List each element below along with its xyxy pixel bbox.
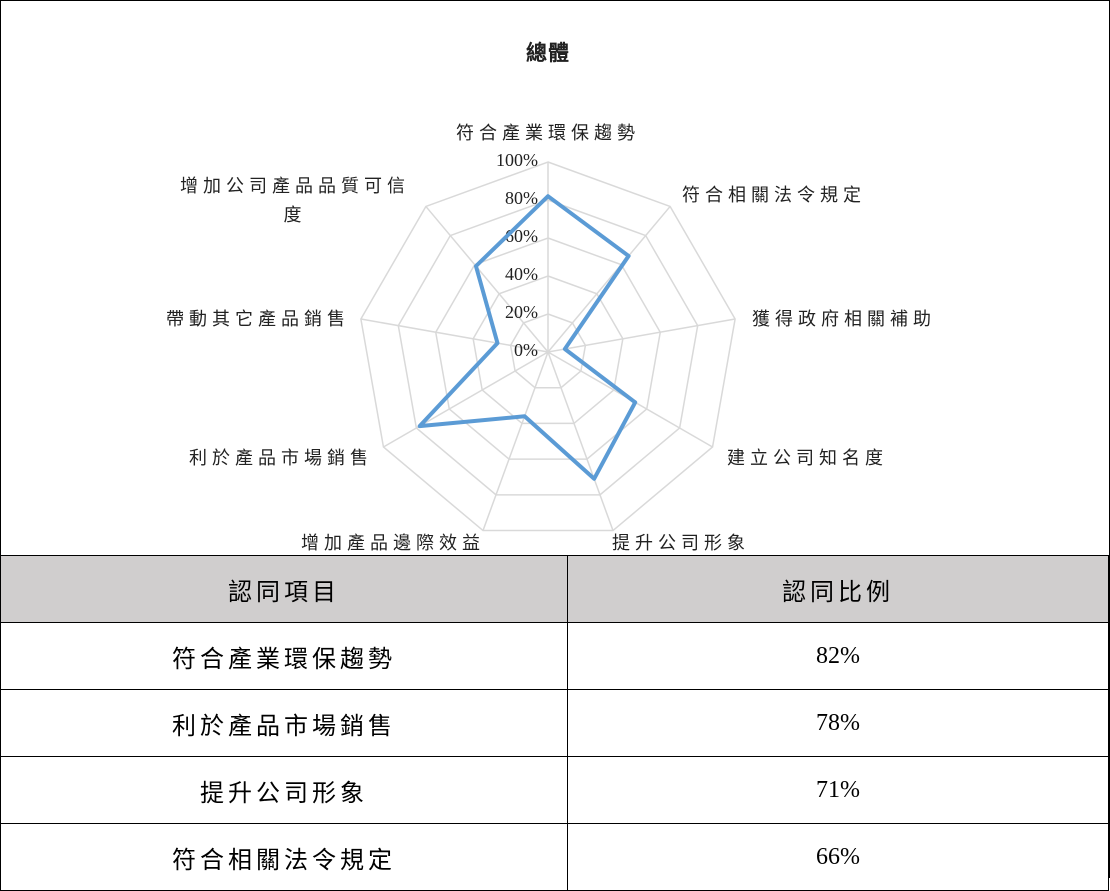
category-label: 增加公司產品品質可信度 — [180, 176, 410, 225]
r-tick-label: 40% — [505, 264, 538, 284]
spoke — [547, 205, 671, 353]
cell: 符合相關法令規定 — [0, 823, 568, 891]
cell: 71% — [567, 756, 1109, 824]
spoke — [360, 318, 549, 353]
table-row: 符合產業環保趨勢 82% — [0, 622, 1109, 690]
grid-ring — [434, 237, 662, 460]
category-label: 獲得政府相關補助 — [752, 309, 936, 329]
category-label: 建立公司知名度 — [727, 448, 888, 468]
spoke — [547, 351, 614, 531]
table-row: 利於產品市場銷售 78% — [0, 689, 1109, 757]
r-tick-label: 80% — [505, 188, 538, 208]
header-cell: 認同比例 — [567, 555, 1109, 623]
cell: 符合產業環保趨勢 — [0, 622, 568, 690]
spoke — [425, 205, 549, 353]
grid-ring — [509, 313, 587, 389]
grid-ring — [472, 275, 624, 425]
cell: 提升公司形象 — [0, 756, 568, 824]
table: 認同項目 認同比例 符合產業環保趨勢 82% 利於產品市場銷售 78% 提升公司形象… — [0, 555, 1109, 891]
category-label: 符合產業環保趨勢 — [456, 123, 640, 143]
series-line — [417, 194, 638, 481]
spoke — [383, 351, 549, 448]
category-label: 帶動其它產品銷售 — [166, 309, 350, 329]
cell: 78% — [567, 689, 1109, 757]
grid-ring — [360, 161, 736, 532]
table-row: 提升公司形象 71% — [0, 756, 1109, 824]
cell: 66% — [567, 823, 1109, 891]
category-label: 增加產品邊際效益 — [301, 533, 485, 553]
table-header: 認同項目 認同比例 — [0, 555, 1109, 623]
cell: 82% — [567, 622, 1109, 690]
spoke — [482, 351, 549, 531]
chart: 總體 0% 20% 40% 60% 80% 100% 符合產業環保趨勢符合相關法令規定獲得政… — [166, 41, 936, 553]
r-tick-label: 0% — [514, 340, 538, 360]
r-tick-label: 100% — [496, 150, 538, 170]
cell: 利於產品市場銷售 — [0, 689, 568, 757]
chart-title: 總體 — [526, 41, 570, 65]
category-label: 提升公司形象 — [612, 533, 750, 553]
r-tick-label: 20% — [505, 302, 538, 322]
grid-ring — [397, 199, 699, 496]
category-label: 符合相關法令規定 — [682, 185, 866, 205]
category-label: 利於產品市場銷售 — [189, 448, 373, 468]
r-tick-label: 60% — [505, 226, 538, 246]
spoke — [547, 318, 736, 353]
header-cell: 認同項目 — [0, 555, 568, 623]
table-row: 符合相關法令規定 66% — [0, 823, 1109, 891]
